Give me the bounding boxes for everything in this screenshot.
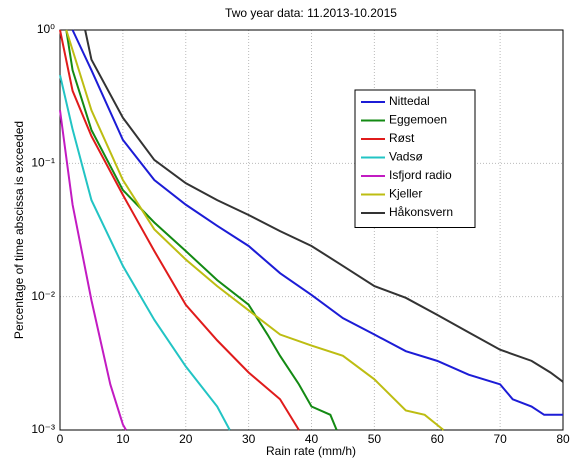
x-tick-label: 10 <box>116 432 130 446</box>
y-tick-label: 10⁻³ <box>31 422 55 436</box>
series-line <box>84 29 564 383</box>
legend-label: Nittedal <box>389 94 430 108</box>
series-line <box>71 29 563 416</box>
series-line <box>59 110 127 431</box>
series-line <box>59 29 300 431</box>
x-tick-label: 50 <box>368 432 382 446</box>
x-tick-label: 80 <box>556 432 570 446</box>
legend-label: Vadsø <box>389 150 423 164</box>
legend-label: Kjeller <box>389 187 422 201</box>
legend-box <box>354 89 476 228</box>
y-axis-label: Percentage of time abscissa is exceeded <box>12 121 26 339</box>
chart-title: Two year data: 11.2013-10.2015 <box>225 6 397 20</box>
legend-label: Eggemoen <box>389 113 447 127</box>
legend-label: Røst <box>389 131 415 145</box>
x-tick-label: 60 <box>431 432 445 446</box>
series-line <box>65 29 338 431</box>
x-tick-label: 40 <box>305 432 319 446</box>
x-tick-label: 70 <box>493 432 507 446</box>
x-tick-label: 20 <box>179 432 193 446</box>
series-line <box>59 74 231 431</box>
plot-frame <box>59 29 564 431</box>
y-tick-label: 10⁻¹ <box>31 156 55 170</box>
x-tick-label: 0 <box>57 432 64 446</box>
x-axis-label: Rain rate (mm/h) <box>266 444 356 458</box>
series-line <box>65 29 445 431</box>
legend-label: Håkonsvern <box>389 205 453 219</box>
x-tick-label: 30 <box>242 432 256 446</box>
legend-label: Isfjord radio <box>389 168 452 182</box>
y-tick-label: 10⁰ <box>37 22 55 36</box>
y-tick-label: 10⁻² <box>31 289 55 303</box>
